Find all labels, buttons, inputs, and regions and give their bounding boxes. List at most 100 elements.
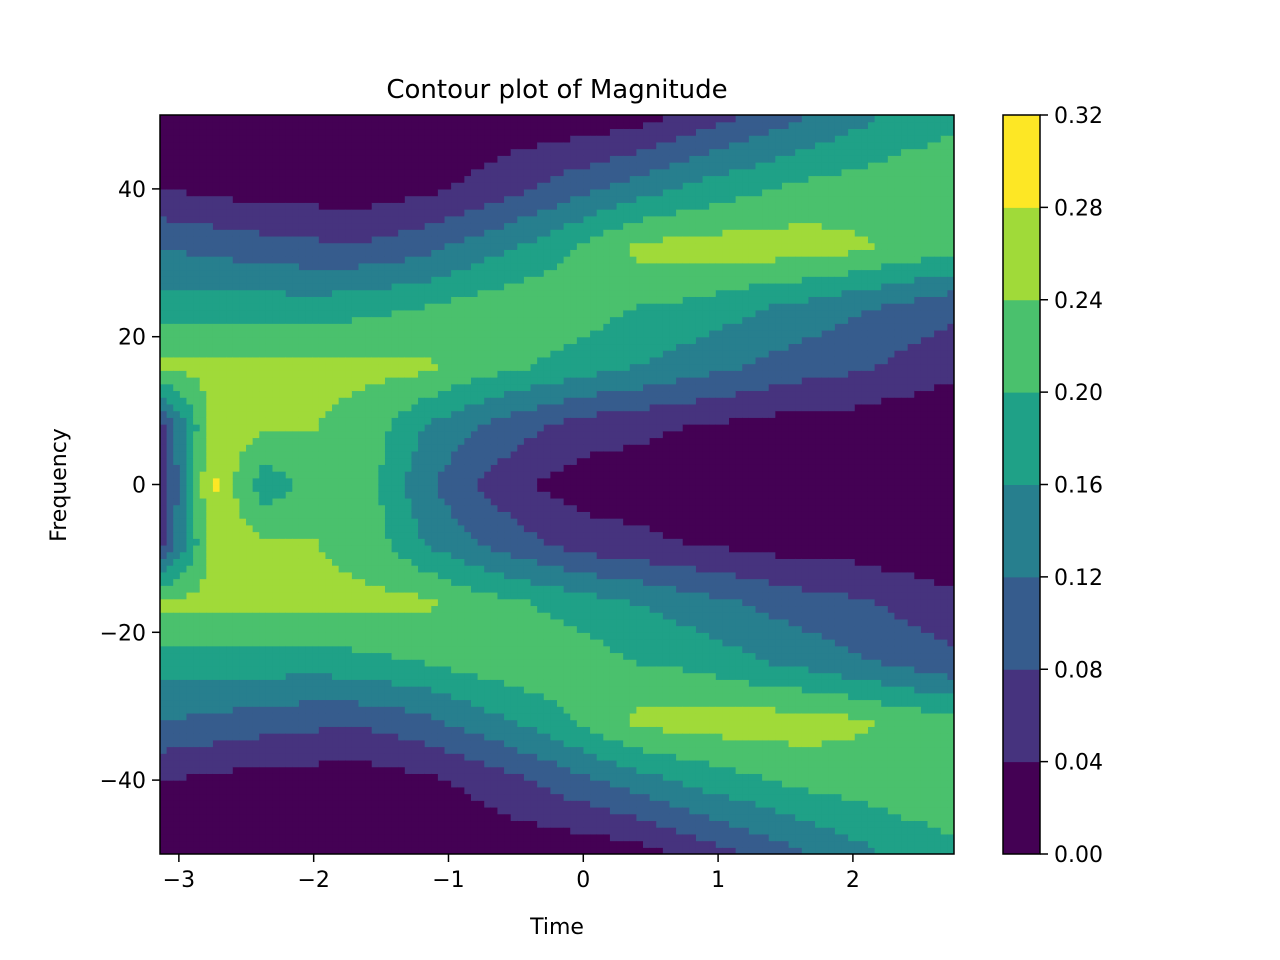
contour-cell <box>312 350 320 358</box>
contour-cell <box>305 813 313 822</box>
contour-cell <box>179 356 188 365</box>
contour-cell <box>398 390 406 398</box>
contour-cell <box>351 712 360 721</box>
contour-cell <box>437 632 446 640</box>
contour-cell <box>166 518 174 526</box>
contour-cell <box>166 209 174 217</box>
contour-cell <box>384 168 393 177</box>
contour-cell <box>292 565 300 573</box>
contour-cell <box>312 672 320 680</box>
contour-cell <box>431 336 439 345</box>
contour-cell <box>437 652 446 660</box>
contour-cell <box>246 618 254 627</box>
contour-cell <box>365 316 373 324</box>
contour-cell <box>351 847 360 854</box>
contour-cell <box>305 679 313 687</box>
contour-cell <box>173 773 181 781</box>
contour-cell <box>325 773 333 781</box>
contour-cell <box>431 591 439 600</box>
contour-cell <box>265 632 274 640</box>
contour-cell <box>206 726 214 734</box>
contour-cell <box>206 356 214 365</box>
contour-cell <box>279 135 287 143</box>
contour-cell <box>246 813 254 822</box>
contour-cell <box>437 282 446 291</box>
contour-cell <box>318 135 327 143</box>
contour-cell <box>351 242 360 250</box>
contour-cell <box>338 309 346 318</box>
contour-cell <box>332 464 340 472</box>
contour-cell <box>391 383 399 392</box>
contour-cell <box>259 780 267 788</box>
contour-cell <box>345 195 353 203</box>
contour-cell <box>312 336 320 345</box>
contour-cell <box>160 390 168 398</box>
contour-cell <box>239 155 247 163</box>
contour-cell <box>332 558 340 566</box>
contour-cell <box>305 457 313 465</box>
contour-cell <box>398 262 406 271</box>
contour-cell <box>418 538 426 546</box>
contour-cell <box>398 585 406 593</box>
contour-cell <box>259 242 267 250</box>
contour-cell <box>246 188 254 197</box>
contour-cell <box>206 605 214 613</box>
contour-cell <box>212 571 221 580</box>
contour-cell <box>272 242 280 250</box>
contour-cell <box>424 578 432 586</box>
contour-cell <box>246 410 254 418</box>
contour-cell <box>252 518 260 526</box>
contour-cell <box>265 739 274 748</box>
contour-cell <box>246 356 254 365</box>
contour-cell <box>457 544 465 553</box>
contour-cell <box>166 847 174 854</box>
contour-cell <box>206 370 214 378</box>
contour-cell <box>259 430 267 439</box>
contour-cell <box>279 356 287 365</box>
contour-cell <box>239 195 247 203</box>
contour-cell <box>305 430 313 439</box>
contour-cell <box>272 256 280 264</box>
contour-cell <box>226 450 234 459</box>
contour-cell <box>318 316 327 324</box>
contour-cell <box>398 168 406 177</box>
contour-cell <box>292 806 300 815</box>
contour-cell <box>351 786 360 795</box>
contour-cell <box>391 437 399 445</box>
contour-cell <box>371 511 379 519</box>
contour-cell <box>351 383 360 392</box>
contour-cell <box>252 632 260 640</box>
contour-cell <box>265 209 274 217</box>
contour-cell <box>212 477 221 486</box>
contour-cell <box>160 195 168 203</box>
contour-cell <box>437 303 446 311</box>
contour-cell <box>338 417 346 425</box>
contour-cell <box>391 209 399 217</box>
contour-cell <box>252 524 260 533</box>
contour-cell <box>351 618 360 627</box>
contour-cell <box>398 356 406 365</box>
contour-cell <box>265 639 274 647</box>
contour-cell <box>391 289 399 297</box>
contour-cell <box>431 383 439 392</box>
contour-cell <box>279 652 287 660</box>
contour-cell <box>411 195 419 203</box>
contour-cell <box>312 430 320 439</box>
contour-cell <box>272 457 280 465</box>
contour-cell <box>259 565 267 573</box>
contour-cell <box>365 538 373 546</box>
contour-cell <box>292 531 300 539</box>
contour-cell <box>312 645 320 654</box>
contour-cell <box>239 235 247 244</box>
contour-cell <box>173 565 181 573</box>
contour-cell <box>285 531 293 539</box>
contour-cell <box>265 464 274 472</box>
contour-cell <box>365 242 373 250</box>
contour-cell <box>186 235 194 244</box>
contour-cell <box>173 518 181 526</box>
contour-cell <box>338 363 346 371</box>
contour-cell <box>332 424 340 432</box>
contour-cell <box>411 296 419 304</box>
contour-cell <box>437 269 446 277</box>
contour-cell <box>378 424 386 432</box>
